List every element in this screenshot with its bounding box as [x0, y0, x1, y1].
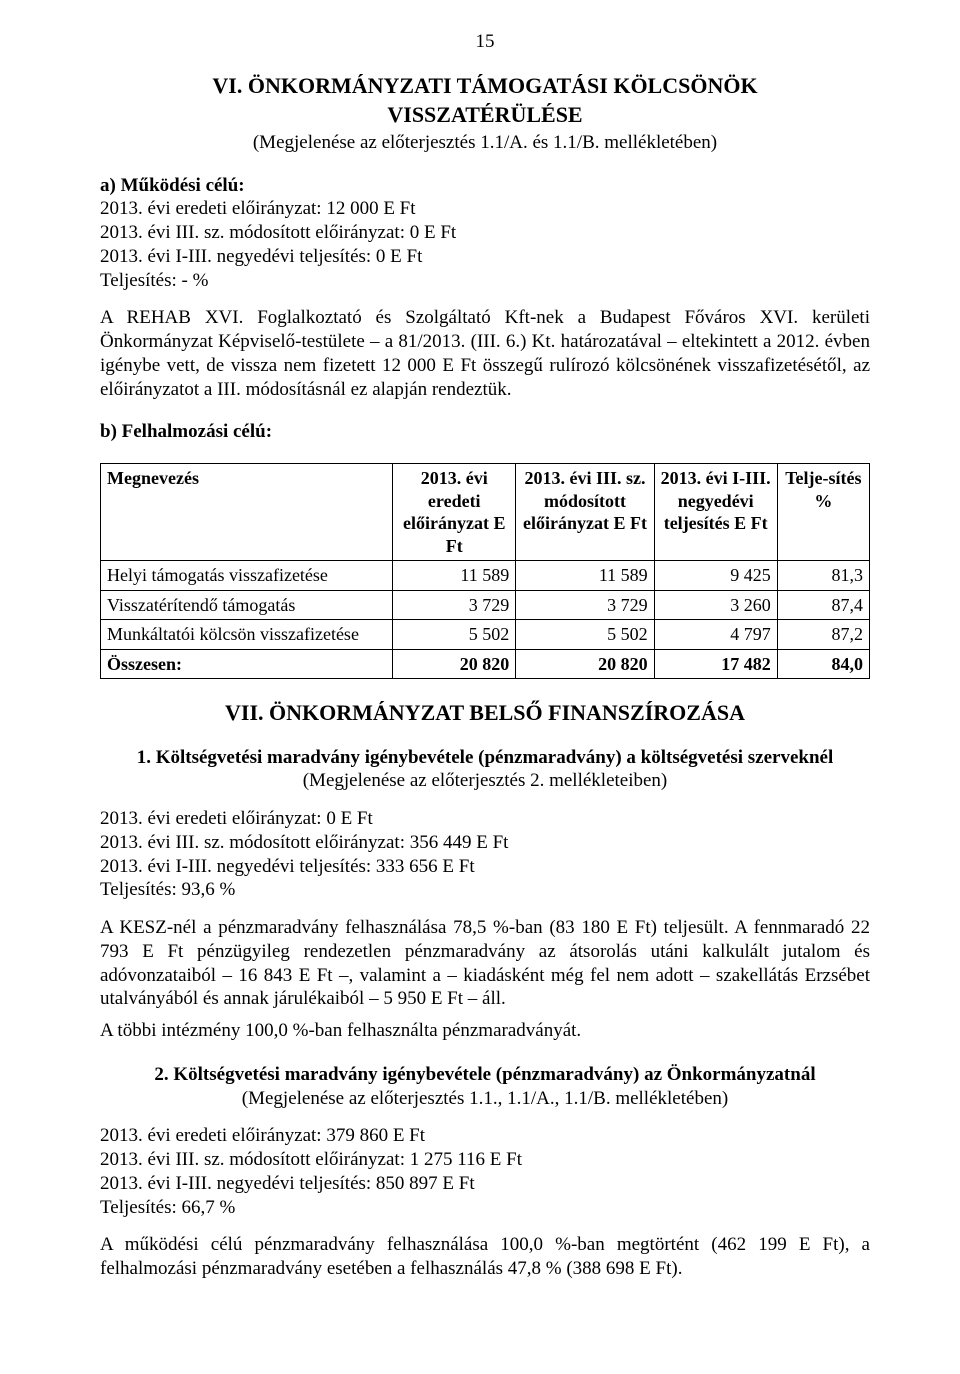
cell-v1: 3 729 [393, 590, 516, 620]
cell-total-v3: 17 482 [654, 649, 777, 679]
cell-name: Helyi támogatás visszafizetése [101, 561, 393, 591]
section-6-title-line1: VI. ÖNKORMÁNYZATI TÁMOGATÁSI KÖLCSÖNÖK [100, 72, 870, 100]
cell-total-pct: 84,0 [777, 649, 869, 679]
sub2-line-2: 2013. évi III. sz. módosított előirányza… [100, 1148, 870, 1172]
a-line-1: 2013. évi eredeti előirányzat: 12 000 E … [100, 197, 870, 221]
sub1-line-3: 2013. évi I-III. negyedévi teljesítés: 3… [100, 855, 870, 879]
th-name: Megnevezés [101, 464, 393, 561]
th-pct: Telje-sítés % [777, 464, 869, 561]
a-paragraph: A REHAB XVI. Foglalkoztató és Szolgáltat… [100, 306, 870, 401]
sub1-appearance: (Megjelenése az előterjesztés 2. mellékl… [100, 769, 870, 793]
cell-name: Munkáltatói kölcsön visszafizetése [101, 620, 393, 650]
a-lines: 2013. évi eredeti előirányzat: 12 000 E … [100, 197, 870, 292]
table-row: Helyi támogatás visszafizetése 11 589 11… [101, 561, 870, 591]
sub2-line-1: 2013. évi eredeti előirányzat: 379 860 E… [100, 1124, 870, 1148]
section-6-appearance: (Megjelenése az előterjesztés 1.1/A. és … [100, 131, 870, 155]
sub1-line-2: 2013. évi III. sz. módosított előirányza… [100, 831, 870, 855]
sub1-line-4: Teljesítés: 93,6 % [100, 878, 870, 902]
sub1-para1: A KESZ-nél a pénzmaradvány felhasználása… [100, 916, 870, 1011]
table-row: Visszatérítendő támogatás 3 729 3 729 3 … [101, 590, 870, 620]
cell-v1: 5 502 [393, 620, 516, 650]
cell-v3: 3 260 [654, 590, 777, 620]
cell-pct: 87,4 [777, 590, 869, 620]
cell-v3: 4 797 [654, 620, 777, 650]
th-original: 2013. évi eredeti előirányzat E Ft [393, 464, 516, 561]
sub1-line-1: 2013. évi eredeti előirányzat: 0 E Ft [100, 807, 870, 831]
cell-v1: 11 589 [393, 561, 516, 591]
a-line-2: 2013. évi III. sz. módosított előirányza… [100, 221, 870, 245]
sub1-lines: 2013. évi eredeti előirányzat: 0 E Ft 20… [100, 807, 870, 902]
cell-total-v1: 20 820 [393, 649, 516, 679]
b-table: Megnevezés 2013. évi eredeti előirányzat… [100, 463, 870, 679]
sub2-heading: 2. Költségvetési maradvány igénybevétele… [100, 1063, 870, 1087]
cell-name: Visszatérítendő támogatás [101, 590, 393, 620]
table-row: Munkáltatói kölcsön visszafizetése 5 502… [101, 620, 870, 650]
cell-pct: 87,2 [777, 620, 869, 650]
a-heading: a) Működési célú: [100, 174, 870, 198]
cell-total-label: Összesen: [101, 649, 393, 679]
cell-pct: 81,3 [777, 561, 869, 591]
cell-total-v2: 20 820 [516, 649, 654, 679]
table-total-row: Összesen: 20 820 20 820 17 482 84,0 [101, 649, 870, 679]
section-7-title: VII. ÖNKORMÁNYZAT BELSŐ FINANSZÍROZÁSA [100, 699, 870, 727]
document-page: 15 VI. ÖNKORMÁNYZATI TÁMOGATÁSI KÖLCSÖNÖ… [0, 0, 960, 1374]
sub2-para: A működési célú pénzmaradvány felhasznál… [100, 1233, 870, 1281]
table-header-row: Megnevezés 2013. évi eredeti előirányzat… [101, 464, 870, 561]
sub1-para2: A többi intézmény 100,0 %-ban felhasznál… [100, 1019, 870, 1043]
sub2-lines: 2013. évi eredeti előirányzat: 379 860 E… [100, 1124, 870, 1219]
a-line-4: Teljesítés: - % [100, 269, 870, 293]
b-heading: b) Felhalmozási célú: [100, 420, 870, 444]
sub2-line-3: 2013. évi I-III. negyedévi teljesítés: 8… [100, 1172, 870, 1196]
cell-v2: 11 589 [516, 561, 654, 591]
cell-v3: 9 425 [654, 561, 777, 591]
sub2-line-4: Teljesítés: 66,7 % [100, 1196, 870, 1220]
sub2-appearance: (Megjelenése az előterjesztés 1.1., 1.1/… [100, 1087, 870, 1111]
th-modified: 2013. évi III. sz. módosított előirányza… [516, 464, 654, 561]
cell-v2: 3 729 [516, 590, 654, 620]
cell-v2: 5 502 [516, 620, 654, 650]
a-line-3: 2013. évi I-III. negyedévi teljesítés: 0… [100, 245, 870, 269]
page-number: 15 [100, 30, 870, 54]
th-actual: 2013. évi I-III. negyedévi teljesítés E … [654, 464, 777, 561]
section-6-title-line2: VISSZATÉRÜLÉSE [100, 101, 870, 129]
sub1-heading: 1. Költségvetési maradvány igénybevétele… [100, 746, 870, 770]
